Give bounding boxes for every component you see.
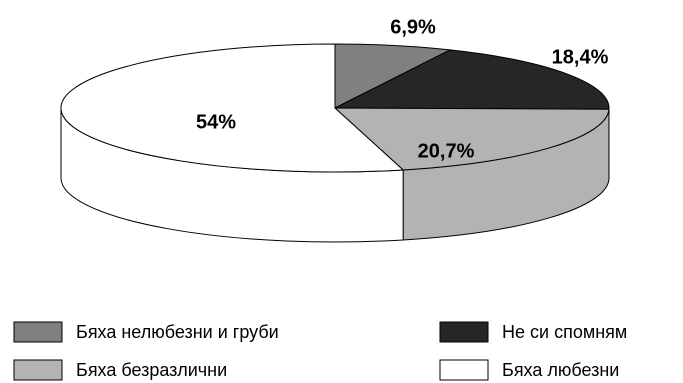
slice-2-value-label: 18,4% [552, 46, 609, 68]
legend-label-3: Бяха безразлични [76, 360, 227, 380]
legend-item-3: Бяха безразлични [13, 359, 227, 381]
legend-label-4: Бяха любезни [502, 360, 619, 380]
legend-label-2: Не си спомням [502, 322, 627, 342]
legend-item-4: Бяха любезни [439, 359, 619, 381]
slice-1-top [334, 43, 452, 109]
pie-labels: 6,9% 18,4% 20,7% 54% [196, 16, 609, 162]
legend-swatch-4 [439, 359, 489, 381]
legend-item-2: Не си спомням [439, 321, 627, 343]
pie-sides [60, 107, 610, 243]
slice-1-value-label: 6,9% [390, 16, 436, 38]
slice-3-top [333, 107, 610, 171]
legend-swatch-1 [13, 321, 63, 343]
slice-3-value-label: 20,7% [418, 140, 475, 162]
legend-swatch-3 [13, 359, 63, 381]
slice-4-top [60, 43, 405, 173]
slice-4-value-label: 54% [196, 111, 236, 133]
pie-top [60, 43, 610, 173]
legend-swatch-2 [439, 321, 489, 343]
legend: Бяха нелюбезни и груби Не си спомням Бяха … [13, 321, 627, 381]
legend-label-1: Бяха нелюбезни и груби [76, 322, 279, 342]
slice-2-top [334, 49, 610, 110]
legend-item-1: Бяха нелюбезни и груби [13, 321, 279, 343]
